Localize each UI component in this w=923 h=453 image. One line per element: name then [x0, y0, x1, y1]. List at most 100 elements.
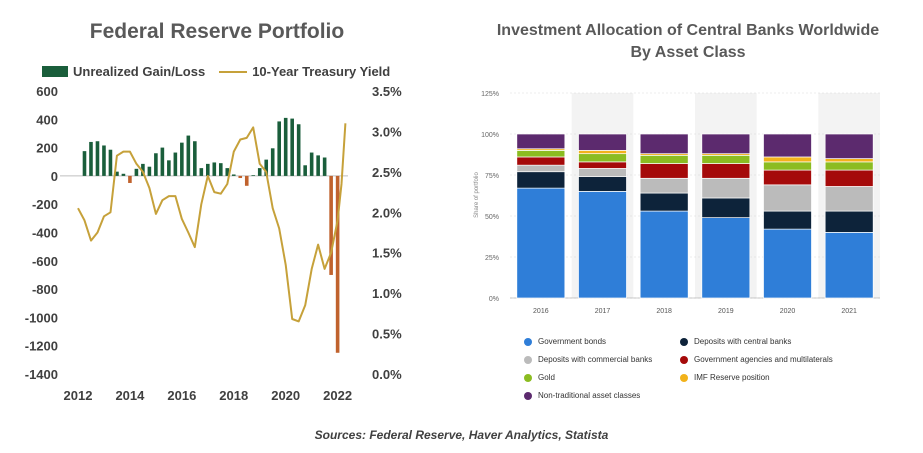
gain-loss-bar [199, 168, 204, 176]
gain-loss-bar [296, 124, 301, 176]
legend-item: Non-traditional asset classes [524, 391, 640, 400]
gain-loss-swatch [42, 66, 68, 77]
stack-segment [578, 168, 627, 177]
legend-gain-loss-label: Unrealized Gain/Loss [73, 64, 206, 79]
gain-loss-bar [115, 171, 119, 176]
gain-loss-bar [303, 165, 307, 176]
y-right-tick-label: 0.0% [372, 367, 402, 382]
gain-loss-bar [225, 168, 230, 176]
stack-segment [639, 192, 689, 212]
gain-loss-bar [277, 121, 282, 176]
gain-loss-bar [102, 145, 106, 176]
gain-loss-bar [89, 141, 93, 176]
y-right-tick-label: 2.0% [372, 205, 402, 220]
legend-swatch [524, 355, 532, 364]
y-left-tick-label: 0 [51, 169, 58, 184]
gain-loss-bar [283, 117, 288, 176]
y-left-tick-label: -400 [32, 226, 58, 241]
legend-label: IMF Reserve position [694, 373, 770, 382]
x-tick-label: 2017 [595, 308, 611, 315]
legend-label: Government agencies and multilaterals [694, 355, 833, 364]
gain-loss-bar [212, 162, 217, 176]
y-right-tick-label: 1.5% [372, 246, 402, 261]
stack-segment [578, 133, 627, 151]
right-chart-title-line-2: By Asset Class [630, 44, 746, 61]
stack-segment [639, 163, 689, 179]
stack-segment [578, 153, 627, 163]
legend-swatch [524, 337, 532, 346]
x-tick-label: 2016 [533, 308, 549, 315]
y-left-tick-label: -600 [32, 254, 58, 269]
x-tick-label: 2022 [323, 388, 352, 403]
stack-segment [701, 197, 751, 218]
y-left-tick-label: -800 [32, 282, 58, 297]
gain-loss-bar [251, 175, 256, 176]
legend-label: Deposits with central banks [694, 337, 792, 346]
gain-loss-bar [257, 168, 262, 176]
legend-swatch [680, 355, 688, 364]
stack-segment [763, 210, 812, 230]
right-chart-title: Investment Allocation of Central Banks W… [468, 20, 908, 64]
stack-segment [516, 164, 566, 173]
stack-segment [639, 210, 689, 299]
stack-segment [578, 150, 627, 155]
stack-segment [824, 133, 874, 159]
gain-loss-bar [218, 163, 223, 176]
stack-segment [763, 228, 812, 299]
x-tick-label: 2021 [841, 308, 857, 315]
y-tick-label: 50% [485, 214, 499, 221]
y-left-tick-label: 600 [36, 84, 58, 99]
gain-loss-bar [95, 141, 100, 176]
gain-loss-bar [270, 148, 275, 176]
y-right-tick-label: 2.5% [372, 165, 402, 180]
gain-loss-bar [309, 152, 314, 176]
x-tick-label: 2020 [271, 388, 300, 403]
stack-segment [701, 163, 751, 179]
gain-loss-bar [154, 153, 158, 176]
legend-item: Government bonds [524, 337, 606, 346]
legend-yield-label: 10-Year Treasury Yield [252, 64, 391, 79]
x-tick-label: 2014 [115, 388, 145, 403]
stack-segment [516, 171, 566, 189]
stack-segment [763, 161, 812, 171]
stack-segment [701, 154, 751, 164]
right-chart-title-line-1: Investment Allocation of Central Banks W… [496, 22, 880, 39]
stack-segment [701, 133, 751, 155]
legend-item: IMF Reserve position [680, 373, 770, 382]
gain-loss-bar [128, 175, 132, 183]
y-left-tick-label: 200 [36, 141, 58, 156]
legend-item: Gold [524, 373, 555, 382]
y-right-tick-label: 3.5% [372, 84, 402, 99]
yield-swatch [219, 70, 248, 73]
gain-loss-bar [167, 160, 171, 176]
stack-segment [763, 184, 812, 212]
gain-loss-bar [335, 175, 340, 353]
stack-segment [763, 133, 812, 158]
gain-loss-bar [82, 151, 87, 176]
y-left-tick-label: -1200 [25, 339, 58, 354]
y-axis-label: Share of portfolio [474, 171, 480, 217]
stack-segment [639, 154, 689, 164]
stack-segment [824, 210, 874, 233]
legend-swatch [524, 391, 532, 400]
stack-segment [824, 186, 874, 212]
source-note: Sources: Federal Reserve, Haver Analytic… [314, 428, 609, 442]
legend-swatch [524, 373, 532, 382]
stack-segment [516, 133, 566, 150]
gain-loss-bar [108, 149, 113, 176]
legend-item: Government agencies and multilaterals [680, 355, 833, 364]
x-tick-label: 2020 [780, 308, 796, 315]
gain-loss-bar [316, 155, 320, 176]
gain-loss-bar [264, 159, 269, 176]
stack-segment [824, 161, 874, 171]
y-tick-label: 125% [481, 91, 499, 98]
y-right-tick-label: 1.0% [372, 286, 402, 301]
left-chart-title: Federal Reserve Portfolio [89, 20, 345, 43]
x-tick-label: 2019 [718, 308, 734, 315]
stack-segment [516, 156, 566, 166]
stack-segment [824, 169, 874, 187]
stack-segment [824, 158, 874, 163]
y-left-tick-label: -1400 [25, 367, 58, 382]
